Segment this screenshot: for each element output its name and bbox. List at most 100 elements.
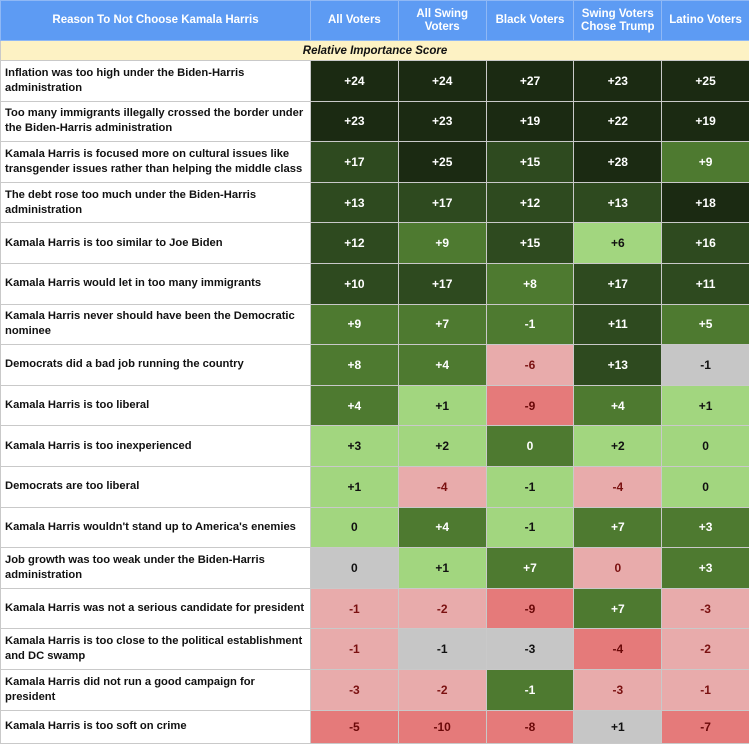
reason-cell: Democrats are too liberal [0,465,311,508]
header-black-voters: Black Voters [485,0,575,41]
score-cell: 0 [310,547,399,589]
score-cell: -2 [397,668,487,711]
score-cell: -1 [485,506,575,549]
score-cell: +13 [310,181,399,224]
score-cell: +8 [310,344,399,386]
score-cell: -3 [573,668,663,711]
reason-cell: Kamala Harris is too soft on crime [0,709,311,744]
table-row: Democrats did a bad job running the coun… [0,344,749,386]
reason-cell: Kamala Harris is focused more on cultura… [0,141,311,183]
score-cell: +7 [573,506,663,549]
score-cell: -6 [485,344,575,386]
score-cell: +24 [310,60,399,102]
score-cell: +9 [397,222,487,264]
table-row: Kamala Harris was not a serious candidat… [0,587,749,630]
score-cell: +5 [661,303,749,346]
score-cell: +4 [397,344,487,386]
score-cell: -3 [661,587,749,630]
score-cell: +23 [573,60,663,102]
score-cell: +11 [661,262,749,305]
score-cell: +25 [661,60,749,102]
score-cell: +2 [573,425,663,467]
score-cell: +9 [310,303,399,346]
table-row: Kamala Harris is too close to the politi… [0,628,749,670]
score-cell: +17 [397,262,487,305]
score-cell: +4 [573,384,663,427]
reason-cell: Kamala Harris is too close to the politi… [0,628,311,670]
score-cell: +3 [661,506,749,549]
reason-cell: Kamala Harris is too inexperienced [0,425,311,467]
score-cell: +8 [485,262,575,305]
score-cell: -3 [310,668,399,711]
score-cell: +3 [310,425,399,467]
score-cell: 0 [661,425,749,467]
score-cell: +1 [661,384,749,427]
score-cell: +17 [397,181,487,224]
score-cell: +19 [485,100,575,143]
score-cell: -1 [485,303,575,346]
score-cell: -4 [573,465,663,508]
score-cell: -7 [661,709,749,744]
score-cell: +22 [573,100,663,143]
score-cell: -1 [485,668,575,711]
table-row: Kamala Harris never should have been the… [0,303,749,346]
reason-cell: Kamala Harris is too liberal [0,384,311,427]
score-cell: +16 [661,222,749,264]
reason-cell: Kamala Harris is too similar to Joe Bide… [0,222,311,264]
table-row: Kamala Harris is too soft on crime -5 -10-… [0,709,749,744]
score-cell: +7 [485,547,575,589]
score-cell: -3 [485,628,575,670]
score-cell: +24 [397,60,487,102]
score-cell: +1 [573,709,663,744]
table-row: Kamala Harris would let in too many immi… [0,262,749,305]
table-row: Inflation was too high under the Biden-H… [0,60,749,102]
score-cell: -10 [397,709,487,744]
score-cell: +17 [573,262,663,305]
score-cell: +17 [310,141,399,183]
header-all-voters: All Voters [310,0,399,41]
reason-cell: Job growth was too weak under the Biden-… [0,547,311,589]
score-cell: -4 [573,628,663,670]
reason-cell: Inflation was too high under the Biden-H… [0,60,311,102]
score-cell: -5 [310,709,399,744]
reason-cell: Kamala Harris was not a serious candidat… [0,587,311,630]
subheader-row: Relative Importance Score [0,40,749,61]
table-row: Kamala Harris is too inexperienced +3 +2 0 +… [0,425,749,467]
reason-cell: Too many immigrants illegally crossed th… [0,100,311,143]
score-cell: +6 [573,222,663,264]
score-cell: -8 [485,709,575,744]
score-cell: +3 [661,547,749,589]
score-cell: +1 [397,547,487,589]
score-cell: +12 [485,181,575,224]
score-cell: +1 [397,384,487,427]
header-swing-voters-chose-trump: Swing Voters Chose Trump [573,0,663,41]
table-row: The debt rose too much under the Biden-H… [0,181,749,224]
reason-cell: Kamala Harris did not run a good campaig… [0,668,311,711]
score-cell: 0 [661,465,749,508]
score-cell: +7 [573,587,663,630]
header-all-swing-voters: All Swing Voters [397,0,487,41]
header-reason: Reason To Not Choose Kamala Harris [0,0,311,41]
score-cell: -1 [310,628,399,670]
table-row: Kamala Harris did not run a good campaig… [0,668,749,711]
score-cell: +19 [661,100,749,143]
score-cell: +4 [310,384,399,427]
score-cell: -1 [397,628,487,670]
score-cell: +23 [397,100,487,143]
reason-cell: Kamala Harris would let in too many immi… [0,262,311,305]
score-cell: +27 [485,60,575,102]
score-cell: +11 [573,303,663,346]
reason-cell: Democrats did a bad job running the coun… [0,344,311,386]
score-cell: +25 [397,141,487,183]
reason-cell: Kamala Harris never should have been the… [0,303,311,346]
score-cell: +13 [573,181,663,224]
score-cell: +28 [573,141,663,183]
reason-cell: The debt rose too much under the Biden-H… [0,181,311,224]
subheader-label: Relative Importance Score [0,40,749,61]
score-cell: +4 [397,506,487,549]
score-cell: +10 [310,262,399,305]
score-cell: -4 [397,465,487,508]
score-cell: +12 [310,222,399,264]
score-cell: +2 [397,425,487,467]
